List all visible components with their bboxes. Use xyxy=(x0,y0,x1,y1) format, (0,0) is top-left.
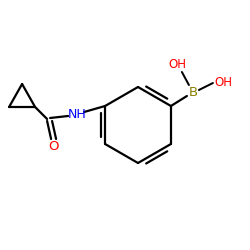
Text: O: O xyxy=(48,140,58,153)
Text: OH: OH xyxy=(214,76,232,88)
Text: OH: OH xyxy=(168,58,186,70)
Text: B: B xyxy=(188,86,198,98)
Text: NH: NH xyxy=(68,108,86,120)
